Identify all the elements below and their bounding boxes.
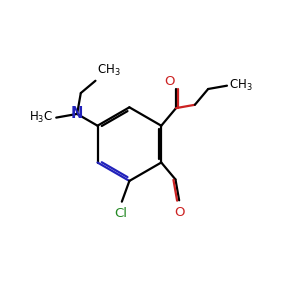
Text: CH$_3$: CH$_3$ [97,63,121,78]
Text: H$_3$C: H$_3$C [28,110,53,124]
Text: CH$_3$: CH$_3$ [229,77,253,93]
Text: N: N [71,106,83,122]
Text: O: O [174,206,184,219]
Text: Cl: Cl [114,207,127,220]
Text: O: O [164,74,175,88]
